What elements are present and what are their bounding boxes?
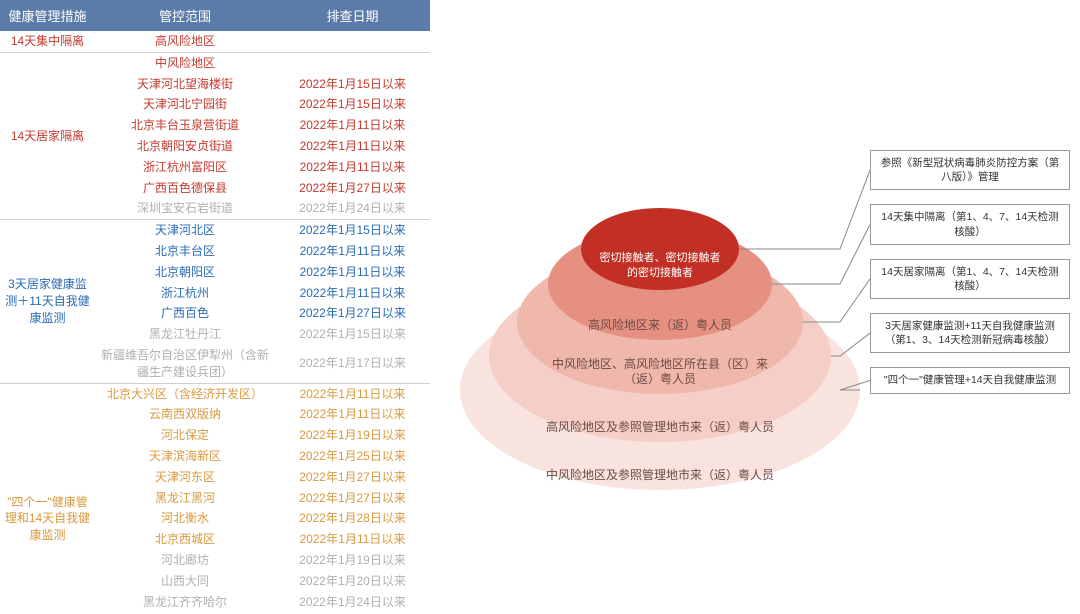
date-cell: 2022年1月27日以来 xyxy=(275,303,430,324)
scope-cell: 天津河北望海楼街 xyxy=(95,74,275,95)
measure-cell: 14天集中隔离 xyxy=(0,31,95,52)
callout-box-3: 3天居家健康监测+11天自我健康监测（第1、3、14天检测新冠病毒核酸） xyxy=(870,313,1070,353)
measure-cell: 14天居家隔离 xyxy=(0,52,95,219)
date-cell: 2022年1月15日以来 xyxy=(275,94,430,115)
scope-cell: 北京朝阳区 xyxy=(95,262,275,283)
date-cell: 2022年1月15日以来 xyxy=(275,220,430,241)
scope-cell: 北京丰台区 xyxy=(95,241,275,262)
scope-cell: 天津河东区 xyxy=(95,467,275,488)
date-cell: 2022年1月11日以来 xyxy=(275,262,430,283)
ellipse-label: 高风险地区来（返）粤人员 xyxy=(568,318,752,340)
callout-box-0: 参照《新型冠状病毒肺炎防控方案（第八版）》管理 xyxy=(870,150,1070,190)
policy-table-panel: 健康管理措施 管控范围 排查日期 14天集中隔离高风险地区14天居家隔离中风险地… xyxy=(0,0,430,614)
date-cell: 2022年1月27日以来 xyxy=(275,178,430,199)
date-cell: 2022年1月11日以来 xyxy=(275,529,430,550)
scope-cell: 天津滨海新区 xyxy=(95,446,275,467)
callout-box-2: 14天居家隔离（第1、4、7、14天检测核酸） xyxy=(870,259,1070,299)
date-cell: 2022年1月17日以来 xyxy=(275,345,430,383)
scope-cell: 北京大兴区（含经济开发区） xyxy=(95,383,275,404)
scope-cell: 浙江杭州 xyxy=(95,283,275,304)
risk-ellipse-stack: 中风险地区及参照管理地市来（返）粤人员高风险地区及参照管理地市来（返）粤人员 中风… xyxy=(460,150,860,490)
scope-cell: 黑龙江黑河 xyxy=(95,488,275,509)
scope-cell: 北京西城区 xyxy=(95,529,275,550)
date-cell: 2022年1月25日以来 xyxy=(275,446,430,467)
date-cell: 2022年1月19日以来 xyxy=(275,550,430,571)
scope-cell: 北京朝阳安贞街道 xyxy=(95,136,275,157)
date-cell: 2022年1月15日以来 xyxy=(275,324,430,345)
date-cell: 2022年1月28日以来 xyxy=(275,508,430,529)
date-cell: 2022年1月15日以来 xyxy=(275,74,430,95)
date-cell: 2022年1月11日以来 xyxy=(275,241,430,262)
measure-cell: "四个一"健康管理和14天自我健康监测 xyxy=(0,383,95,614)
callout-column: 参照《新型冠状病毒肺炎防控方案（第八版）》管理 14天集中隔离（第1、4、7、14… xyxy=(870,150,1070,394)
date-cell xyxy=(275,52,430,73)
scope-cell: 云南西双版纳 xyxy=(95,404,275,425)
risk-ellipse-4: 密切接触者、密切接触者的密切接触者 xyxy=(581,208,739,290)
scope-cell: 天津河北宁园街 xyxy=(95,94,275,115)
date-cell: 2022年1月20日以来 xyxy=(275,571,430,592)
scope-cell: 中风险地区 xyxy=(95,52,275,73)
date-cell: 2022年1月27日以来 xyxy=(275,488,430,509)
scope-cell: 高风险地区 xyxy=(95,31,275,52)
callout-box-1: 14天集中隔离（第1、4、7、14天检测核酸） xyxy=(870,204,1070,244)
scope-cell: 河北廊坊 xyxy=(95,550,275,571)
date-cell: 2022年1月19日以来 xyxy=(275,425,430,446)
col-scope: 管控范围 xyxy=(95,0,275,31)
measure-cell: 3天居家健康监测＋11天自我健康监测 xyxy=(0,220,95,383)
date-cell xyxy=(275,31,430,52)
ellipse-label: 高风险地区及参照管理地市来（返）粤人员 xyxy=(520,420,800,442)
scope-cell: 河北保定 xyxy=(95,425,275,446)
scope-cell: 新疆维吾尔自治区伊犁州（含新疆生产建设兵团） xyxy=(95,345,275,383)
date-cell: 2022年1月11日以来 xyxy=(275,136,430,157)
diagram-panel: 中风险地区及参照管理地市来（返）粤人员高风险地区及参照管理地市来（返）粤人员 中风… xyxy=(430,0,1080,614)
scope-cell: 北京丰台玉泉营街道 xyxy=(95,115,275,136)
date-cell: 2022年1月24日以来 xyxy=(275,198,430,219)
date-cell: 2022年1月11日以来 xyxy=(275,115,430,136)
date-cell: 2022年1月11日以来 xyxy=(275,157,430,178)
date-cell: 2022年1月11日以来 xyxy=(275,383,430,404)
col-date: 排查日期 xyxy=(275,0,430,31)
scope-cell: 黑龙江齐齐哈尔 xyxy=(95,592,275,613)
scope-cell: 河北衡水 xyxy=(95,508,275,529)
date-cell: 2022年1月11日以来 xyxy=(275,404,430,425)
ellipse-label: 中风险地区及参照管理地市来（返）粤人员 xyxy=(496,468,824,490)
date-cell: 2022年1月24日以来 xyxy=(275,592,430,613)
table-row: 14天居家隔离中风险地区 xyxy=(0,52,430,73)
table-row: 14天集中隔离高风险地区 xyxy=(0,31,430,52)
table-row: 3天居家健康监测＋11天自我健康监测天津河北区2022年1月15日以来 xyxy=(0,220,430,241)
table-body: 14天集中隔离高风险地区14天居家隔离中风险地区天津河北望海楼街2022年1月1… xyxy=(0,31,430,614)
scope-cell: 山西大同 xyxy=(95,571,275,592)
col-measure: 健康管理措施 xyxy=(0,0,95,31)
ellipse-label: 中风险地区、高风险地区所在县（区）来（返）粤人员 xyxy=(543,357,778,394)
date-cell: 2022年1月27日以来 xyxy=(275,467,430,488)
scope-cell: 广西百色德保县 xyxy=(95,178,275,199)
scope-cell: 浙江杭州富阳区 xyxy=(95,157,275,178)
date-cell: 2022年1月11日以来 xyxy=(275,283,430,304)
callout-box-4: "四个一"健康管理+14天自我健康监测 xyxy=(870,367,1070,393)
policy-table: 健康管理措施 管控范围 排查日期 14天集中隔离高风险地区14天居家隔离中风险地… xyxy=(0,0,430,614)
table-row: "四个一"健康管理和14天自我健康监测北京大兴区（含经济开发区）2022年1月1… xyxy=(0,383,430,404)
scope-cell: 天津河北区 xyxy=(95,220,275,241)
ellipse-label: 密切接触者、密切接触者的密切接触者 xyxy=(595,251,725,290)
scope-cell: 广西百色 xyxy=(95,303,275,324)
scope-cell: 黑龙江牡丹江 xyxy=(95,324,275,345)
scope-cell: 深圳宝安石岩街道 xyxy=(95,198,275,219)
